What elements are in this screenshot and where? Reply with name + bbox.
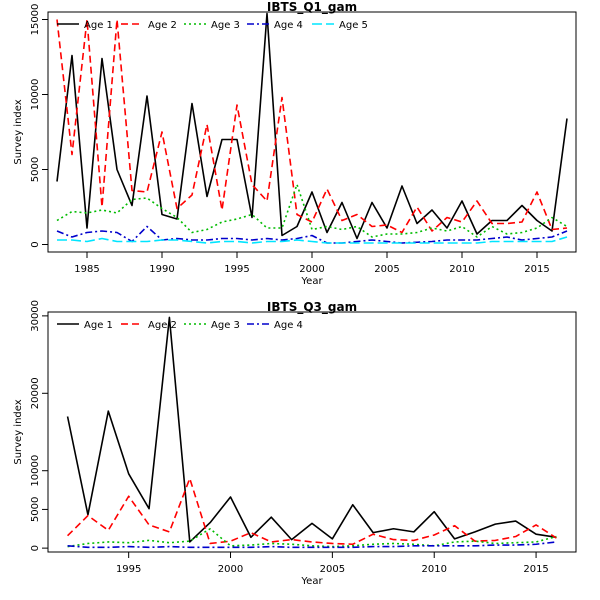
legend-label: Age 2 xyxy=(148,320,177,331)
x-tick-label: 2005 xyxy=(374,264,399,275)
chart-panel-q3: IBTS_Q3_gam 1995 2000 2005 2010 2015 0 5000 1000… xyxy=(13,300,577,587)
x-tick-label: 2005 xyxy=(320,564,345,575)
x-tick-label: 1990 xyxy=(149,264,174,275)
series-line-age-3 xyxy=(67,527,557,548)
series-lines xyxy=(56,12,568,244)
series-line-age-1 xyxy=(66,316,557,543)
series-line-age-5 xyxy=(57,236,568,244)
y-axis-label: Survey index xyxy=(13,99,24,164)
x-tick-label: 1985 xyxy=(74,264,99,275)
legend-label: Age 1 xyxy=(84,20,113,31)
y-tick-label: 10000 xyxy=(30,455,41,487)
legend-label: Age 2 xyxy=(148,20,177,31)
x-tick-label: 2010 xyxy=(421,564,446,575)
chart-title: IBTS_Q3_gam xyxy=(267,300,357,315)
x-axis-label: Year xyxy=(300,276,323,287)
x-tick-label: 1995 xyxy=(116,564,141,575)
legend-label: Age 3 xyxy=(211,320,240,331)
chart-title: IBTS_Q1_gam xyxy=(267,0,357,15)
x-tick-label: 2000 xyxy=(218,564,243,575)
y-tick-label: 10000 xyxy=(30,79,41,111)
series-line-age-4 xyxy=(56,225,568,244)
chart-panel-q1: IBTS_Q1_gam 1985 1990 1995 2000 2005 2010 2015 0… xyxy=(13,0,577,287)
legend: Age 1 Age 2 Age 3 Age 4 xyxy=(57,320,303,331)
y-tick-label: 0 xyxy=(30,545,41,551)
legend-label: Age 5 xyxy=(339,20,368,31)
y-tick-label: 15000 xyxy=(30,4,41,36)
legend: Age 1 Age 2 Age 3 Age 4 Age 5 xyxy=(57,20,368,31)
x-tick-label: 2015 xyxy=(524,264,549,275)
x-axis-label: Year xyxy=(300,576,323,587)
series-line-age-4 xyxy=(67,541,557,549)
x-tick-label: 1995 xyxy=(224,264,249,275)
y-tick-label: 20000 xyxy=(30,377,41,409)
y-tick-label: 30000 xyxy=(30,300,41,332)
series-lines xyxy=(66,316,557,549)
y-tick-label: 5000 xyxy=(30,497,41,522)
series-line-age-2 xyxy=(66,477,557,546)
series-line-age-2 xyxy=(56,18,568,234)
plot-frame xyxy=(47,311,577,553)
x-tick-label: 2015 xyxy=(523,564,548,575)
x-tick-label: 2000 xyxy=(299,264,324,275)
series-line-age-1 xyxy=(56,12,568,240)
x-tick-label: 2010 xyxy=(449,264,474,275)
legend-label: Age 4 xyxy=(274,20,303,31)
legend-label: Age 1 xyxy=(84,320,113,331)
y-tick-label: 5000 xyxy=(30,157,41,182)
legend-label: Age 3 xyxy=(211,20,240,31)
legend-label: Age 4 xyxy=(274,320,303,331)
y-tick-label: 0 xyxy=(30,241,41,247)
y-axis-label: Survey index xyxy=(13,399,24,464)
